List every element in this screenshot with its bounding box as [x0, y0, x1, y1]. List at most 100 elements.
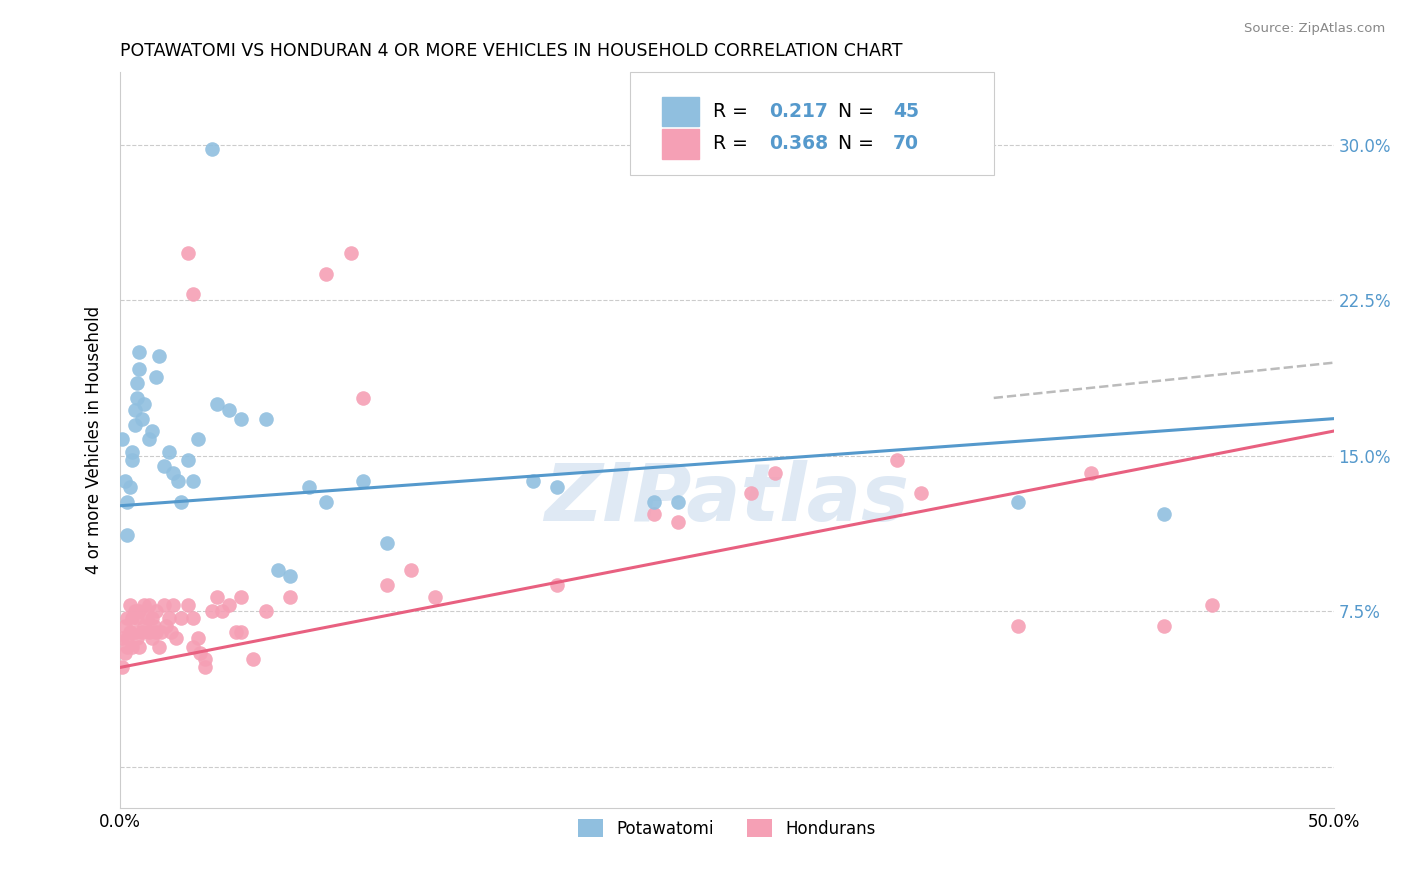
- Point: [167, 474, 190, 488]
- Point: [910, 486, 932, 500]
- Point: [666, 516, 689, 530]
- Point: [278, 569, 301, 583]
- Point: [117, 528, 139, 542]
- Point: [128, 345, 150, 359]
- Point: [117, 632, 139, 646]
- Point: [231, 625, 253, 640]
- Point: [231, 411, 253, 425]
- Point: [124, 403, 146, 417]
- Legend: Potawatomi, Hondurans: Potawatomi, Hondurans: [571, 813, 883, 844]
- Text: 0.368: 0.368: [769, 135, 828, 153]
- Point: [124, 417, 146, 432]
- Point: [117, 640, 139, 654]
- Point: [546, 577, 568, 591]
- Point: [145, 370, 167, 384]
- Point: [117, 494, 139, 508]
- Point: [211, 605, 233, 619]
- Point: [135, 610, 157, 624]
- Point: [194, 652, 217, 666]
- Point: [128, 605, 150, 619]
- Point: [886, 453, 908, 467]
- Point: [134, 397, 156, 411]
- Point: [150, 625, 173, 640]
- Point: [141, 610, 163, 624]
- Text: N =: N =: [838, 135, 880, 153]
- Point: [1201, 599, 1223, 613]
- Point: [160, 625, 183, 640]
- Point: [111, 433, 134, 447]
- Point: [231, 590, 253, 604]
- Text: ZIPatlas: ZIPatlas: [544, 460, 910, 538]
- Point: [114, 646, 136, 660]
- Text: R =: R =: [713, 135, 754, 153]
- Point: [145, 605, 167, 619]
- Point: [201, 142, 224, 156]
- Point: [1007, 619, 1029, 633]
- Point: [1080, 466, 1102, 480]
- Point: [187, 632, 209, 646]
- Point: [181, 640, 204, 654]
- Text: 0.217: 0.217: [769, 102, 828, 121]
- FancyBboxPatch shape: [662, 129, 699, 159]
- Point: [134, 599, 156, 613]
- Point: [254, 605, 277, 619]
- Point: [138, 433, 160, 447]
- Point: [148, 350, 170, 364]
- Point: [298, 480, 321, 494]
- Text: N =: N =: [838, 102, 880, 121]
- Point: [125, 610, 148, 624]
- Point: [128, 362, 150, 376]
- Text: 70: 70: [893, 135, 920, 153]
- Point: [111, 632, 134, 646]
- Point: [117, 610, 139, 624]
- Point: [181, 287, 204, 301]
- Point: [114, 474, 136, 488]
- Point: [121, 610, 143, 624]
- FancyBboxPatch shape: [630, 72, 994, 176]
- Point: [1007, 494, 1029, 508]
- Point: [141, 424, 163, 438]
- Point: [205, 590, 228, 604]
- Point: [121, 453, 143, 467]
- Point: [315, 494, 337, 508]
- Point: [242, 652, 264, 666]
- Point: [162, 599, 184, 613]
- Point: [267, 563, 290, 577]
- Text: 45: 45: [893, 102, 920, 121]
- Point: [131, 411, 153, 425]
- Point: [425, 590, 447, 604]
- FancyBboxPatch shape: [662, 96, 699, 126]
- Text: POTAWATOMI VS HONDURAN 4 OR MORE VEHICLES IN HOUSEHOLD CORRELATION CHART: POTAWATOMI VS HONDURAN 4 OR MORE VEHICLE…: [120, 42, 903, 60]
- Point: [121, 640, 143, 654]
- Point: [134, 619, 156, 633]
- Point: [375, 577, 398, 591]
- Point: [205, 397, 228, 411]
- Y-axis label: 4 or more Vehicles in Household: 4 or more Vehicles in Household: [86, 306, 103, 574]
- Point: [125, 391, 148, 405]
- Point: [339, 245, 361, 260]
- Point: [111, 660, 134, 674]
- Point: [152, 599, 174, 613]
- Point: [1153, 619, 1175, 633]
- Point: [352, 391, 374, 405]
- Point: [375, 536, 398, 550]
- Point: [315, 267, 337, 281]
- Point: [157, 445, 180, 459]
- Point: [666, 494, 689, 508]
- Point: [201, 605, 224, 619]
- Point: [194, 660, 217, 674]
- Point: [740, 486, 762, 500]
- Point: [131, 625, 153, 640]
- Point: [145, 625, 167, 640]
- Point: [128, 640, 150, 654]
- Point: [169, 494, 191, 508]
- Point: [121, 445, 143, 459]
- Point: [169, 610, 191, 624]
- Point: [278, 590, 301, 604]
- Text: Source: ZipAtlas.com: Source: ZipAtlas.com: [1244, 22, 1385, 36]
- Point: [643, 507, 665, 521]
- Point: [181, 610, 204, 624]
- Point: [152, 459, 174, 474]
- Point: [188, 646, 211, 660]
- Text: R =: R =: [713, 102, 754, 121]
